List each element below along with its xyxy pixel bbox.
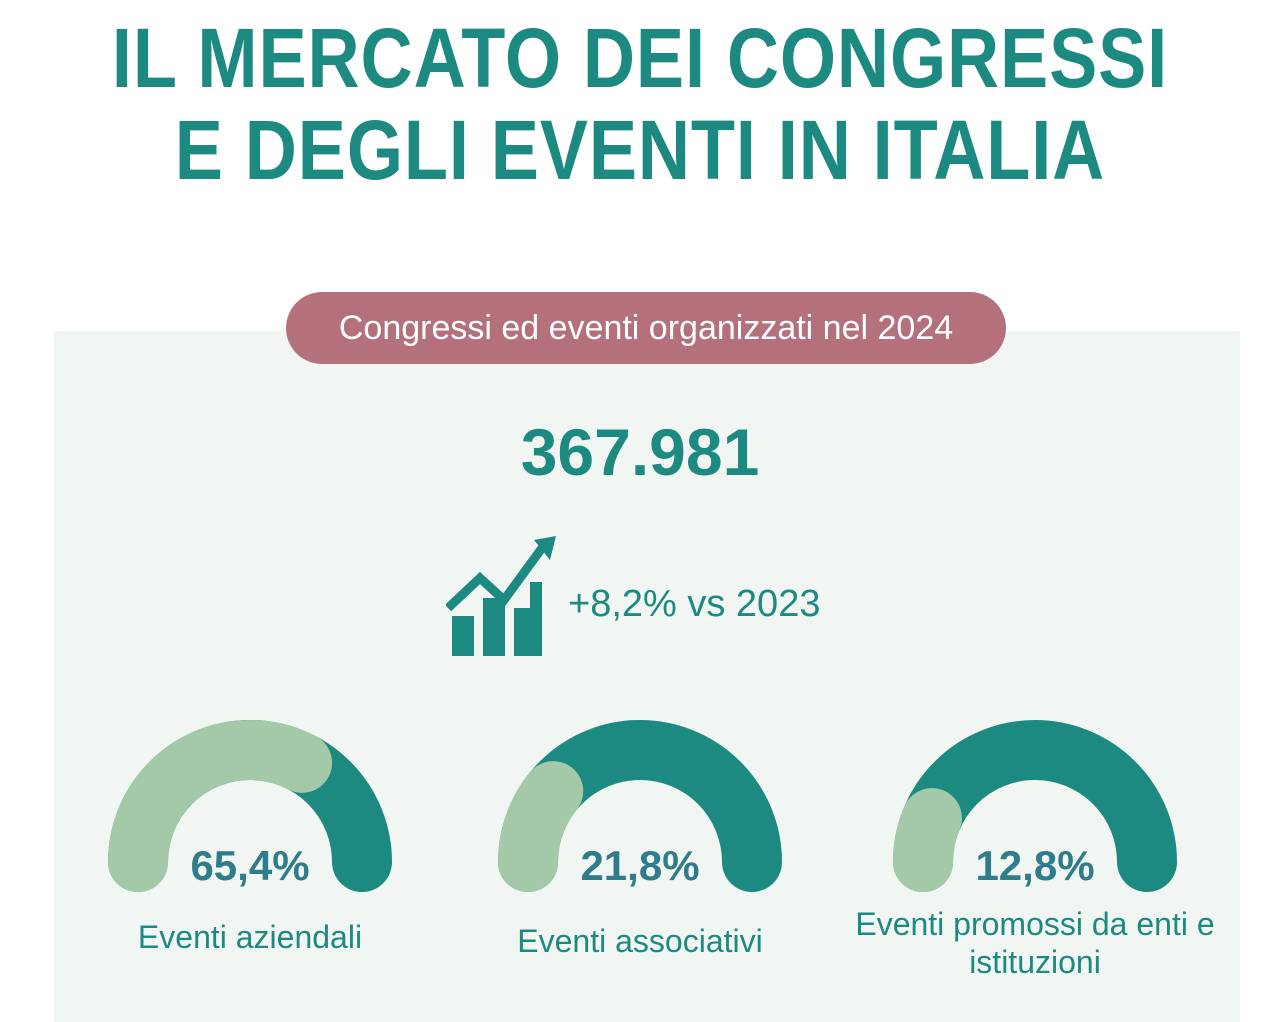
gauge-label: Eventi aziendali <box>137 919 363 955</box>
gauge-value: 21,8% <box>580 842 700 889</box>
gauge-value: 65,4% <box>190 842 310 889</box>
gauge-value: 12,8% <box>975 842 1095 889</box>
gauge-label: Eventi promossi da enti e istituzioni <box>855 906 1215 980</box>
title-line-2: E DEGLI EVENTI IN ITALIA <box>174 103 1106 197</box>
page-title: IL MERCATO DEI CONGRESSI E DEGLI EVENTI … <box>90 12 1191 196</box>
gauge-2 <box>498 720 782 892</box>
total-events: 367.981 <box>520 415 760 489</box>
gauge-fill <box>108 720 333 892</box>
bar-chart-growth-icon <box>446 536 556 656</box>
gauge-fill <box>498 761 584 892</box>
gauge-label: Eventi associativi <box>517 923 763 959</box>
gauge-fill <box>893 788 962 892</box>
gauge-1 <box>108 720 392 892</box>
title-line-1: IL MERCATO DEI CONGRESSI <box>111 11 1169 105</box>
growth-text: +8,2% vs 2023 <box>568 583 821 625</box>
gauge-3 <box>893 720 1177 892</box>
section-pill: Congressi ed eventi organizzati nel 2024 <box>286 292 1006 364</box>
stats-panel <box>54 331 1240 1022</box>
